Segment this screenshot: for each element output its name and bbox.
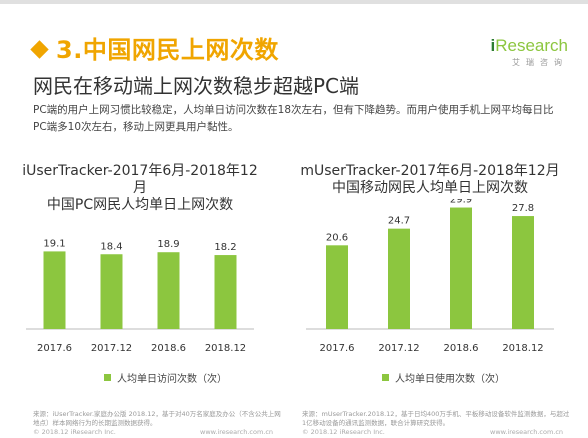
bar-2017.12 [100,254,123,329]
chart-title-mobile: mUserTracker-2017年6月-2018年12月 中国移动网民人均单日… [300,163,560,197]
chart-mobile: 20.6 2017.6 24.7 2017.12 29.9 2018.6 27.8 2018.… [306,199,554,354]
logo-brand-i: i [490,36,496,55]
chart-panel-pc: iUserTracker-2017年6月-2018年12月 中国PC网民人均单日… [20,163,260,354]
source-note-pc: 来源：iUserTracker.家庭办公版 2018.12，基于对40万名家庭及… [33,410,281,427]
x-tick-label-2017.12: 2017.12 [378,343,419,354]
data-label-2018.12: 18.2 [214,242,236,253]
bar-2017.6 [326,245,348,329]
x-tick-label-2017.6: 2017.6 [320,343,355,354]
diamond-bullet-icon [30,40,49,59]
url-right: www.iresearch.com.cn [490,428,564,436]
data-label-2018.6: 29.9 [450,199,472,206]
top-strip [0,0,588,4]
iresearch-logo: iResearch 艾瑞咨询 [491,36,569,68]
bar-2017.6 [43,251,66,329]
url-left: www.iresearch.com.cn [200,428,274,436]
legend-pc-label: 人均单日访问次数（次） [117,374,227,385]
logo-brand: iResearch [491,36,569,56]
source-note-mobile: 来源：mUserTracker.2018.12，基于日均400万手机、平板移动设… [302,410,570,427]
data-label-2018.6: 18.9 [157,239,179,250]
chart-title-pc-line1: iUserTracker-2017年6月-2018年12月 [22,163,258,196]
data-label-2017.12: 18.4 [100,241,122,252]
x-tick-label-2017.6: 2017.6 [37,343,72,354]
legend-mobile-label: 人均单日使用次数（次） [395,374,505,385]
page-description: PC端的用户上网习惯比较稳定，人均单日访问次数在18次左右，但有下降趋势。而用户… [33,104,554,133]
legend-pc: 人均单日访问次数（次） [104,370,227,385]
bar-2018.12 [214,255,237,329]
bar-2018.12 [512,216,534,329]
chart-title-pc: iUserTracker-2017年6月-2018年12月 中国PC网民人均单日… [20,163,260,214]
data-label-2017.6: 20.6 [326,232,348,243]
copyright-right: © 2018.12 iResearch Inc. [302,428,385,436]
legend-pc-swatch [104,374,111,381]
data-label-2017.6: 19.1 [43,238,65,249]
chart-title-pc-line2: 中国PC网民人均单日上网次数 [46,197,234,213]
page-subtitle: 网民在移动端上网次数稳步超越PC端 [33,74,360,98]
legend-mobile-swatch [382,374,389,381]
bar-2018.6 [450,207,472,329]
chart-title-mobile-line2: 中国移动网民人均单日上网次数 [332,180,528,196]
bar-2018.6 [157,252,180,329]
copyright-left: © 2018.12 iResearch Inc. [33,428,116,436]
legend-mobile: 人均单日使用次数（次） [382,370,505,385]
chart-panel-mobile: mUserTracker-2017年6月-2018年12月 中国移动网民人均单日… [300,163,560,354]
section-title-text: 3.中国网民上网次数 [56,36,279,64]
chart-title-mobile-line1: mUserTracker-2017年6月-2018年12月 [300,163,560,179]
x-tick-label-2018.12: 2018.12 [502,343,543,354]
logo-cn: 艾瑞咨询 [512,58,568,67]
chart-pc: 19.1 2017.6 18.4 2017.12 18.9 2018.6 18.2 2018.… [26,238,254,354]
x-tick-label-2017.12: 2017.12 [91,343,132,354]
section-title: 3.中国网民上网次数 [30,30,279,65]
x-tick-label-2018.6: 2018.6 [444,343,479,354]
data-label-2018.12: 27.8 [512,203,534,214]
data-label-2017.12: 24.7 [388,216,410,227]
x-tick-label-2018.12: 2018.12 [205,343,246,354]
bar-2017.12 [388,228,410,329]
x-tick-label-2018.6: 2018.6 [151,343,186,354]
logo-brand-rest: Research [495,36,568,55]
